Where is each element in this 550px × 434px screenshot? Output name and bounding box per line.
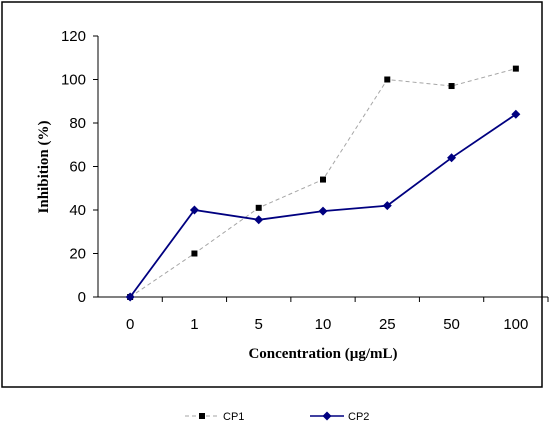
y-axis-title: Inhibition (%) [36, 121, 52, 214]
data-point-cp2 [254, 215, 264, 225]
y-tick-label: 80 [69, 115, 86, 132]
y-tick-label: 40 [69, 202, 86, 219]
data-point-cp2 [318, 206, 328, 216]
x-axis-title: Concentration (µg/mL) [248, 346, 397, 362]
x-tick-label: 50 [443, 316, 460, 333]
data-point-cp2 [511, 109, 521, 119]
y-tick-label: 120 [61, 28, 86, 45]
x-tick-label: 1 [190, 316, 198, 333]
y-tick-label: 0 [78, 289, 86, 306]
data-point-cp2 [447, 153, 457, 163]
legend-label-cp2: CP2 [348, 411, 369, 423]
x-tick-label: 5 [255, 316, 263, 333]
data-point-cp2 [125, 292, 135, 302]
x-tick-label: 100 [503, 316, 528, 333]
data-point-cp1 [255, 204, 262, 211]
y-tick-label: 100 [61, 72, 86, 89]
data-point-cp1 [448, 83, 455, 90]
x-tick-label: 0 [126, 316, 134, 333]
legend-marker-cp2 [322, 411, 332, 421]
legend-label-cp1: CP1 [223, 411, 244, 423]
chart-border [1, 1, 543, 388]
plot-area: 0 20 40 60 80 100 120 0 1 5 10 25 50 100 [61, 28, 549, 333]
data-point-cp2 [382, 201, 392, 211]
data-point-cp1 [384, 76, 391, 83]
legend-marker-cp1 [199, 413, 205, 419]
data-point-cp2 [189, 205, 199, 215]
y-tick-label: 60 [69, 159, 86, 176]
data-point-cp1 [320, 176, 326, 183]
y-tick-label: 20 [69, 246, 86, 263]
data-point-cp1 [512, 65, 519, 72]
x-tick-label: 10 [315, 316, 332, 333]
data-point-cp1 [191, 250, 198, 257]
legend: CP1 CP2 [185, 411, 369, 423]
x-tick-label: 25 [379, 316, 396, 333]
